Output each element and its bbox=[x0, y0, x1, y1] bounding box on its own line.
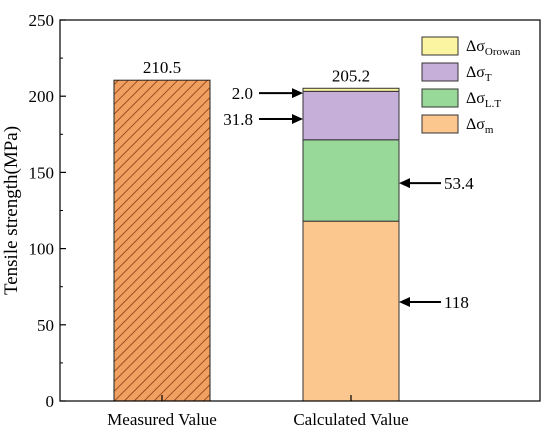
y-tick-label-150: 150 bbox=[29, 163, 55, 182]
data-label-T: 31.8 bbox=[223, 110, 253, 129]
bar-calculated-T bbox=[302, 90, 400, 141]
arrow-T-head bbox=[292, 114, 303, 125]
bar-calculated-Orowan bbox=[302, 87, 400, 92]
arrow-Orowan-head bbox=[292, 88, 303, 99]
legend-swatch-m bbox=[421, 114, 459, 134]
legend-label-LT: ΔσL.T bbox=[466, 90, 501, 110]
y-axis-title: Tensile strength(MPa) bbox=[1, 126, 22, 295]
arrow-m-head bbox=[399, 296, 410, 307]
data-label-LT: 53.4 bbox=[444, 174, 474, 193]
bar-calculated-LT bbox=[302, 139, 400, 222]
data-label-measured: 210.5 bbox=[143, 58, 181, 77]
legend-label-T: ΔσT bbox=[466, 64, 492, 84]
legend-swatch-T bbox=[421, 62, 459, 82]
x-tick-label-0: Measured Value bbox=[107, 410, 217, 429]
data-label-m: 118 bbox=[444, 293, 469, 312]
data-label-Orowan: 2.0 bbox=[232, 84, 253, 103]
y-tick-label-100: 100 bbox=[29, 240, 55, 259]
x-tick-label-1: Calculated Value bbox=[293, 410, 408, 429]
y-tick-label-250: 250 bbox=[29, 11, 55, 30]
legend-label-Orowan: ΔσOrowan bbox=[466, 38, 521, 58]
legend-swatch-LT bbox=[421, 88, 459, 108]
bar-measured bbox=[113, 79, 211, 402]
data-label-calculated-total: 205.2 bbox=[332, 66, 370, 85]
y-tick-label-50: 50 bbox=[37, 316, 54, 335]
legend-label-m: Δσm bbox=[466, 116, 494, 136]
legend-swatch-Orowan bbox=[421, 36, 459, 56]
bar-calculated-m bbox=[302, 220, 400, 402]
y-tick-label-200: 200 bbox=[29, 87, 55, 106]
arrow-LT-head bbox=[399, 178, 410, 189]
y-tick-label-0: 0 bbox=[46, 392, 55, 411]
plot-area: 210.5 205.2 118 53.4 31.8 2.0 0 50 100 150 200 250 M… bbox=[1, 11, 541, 429]
